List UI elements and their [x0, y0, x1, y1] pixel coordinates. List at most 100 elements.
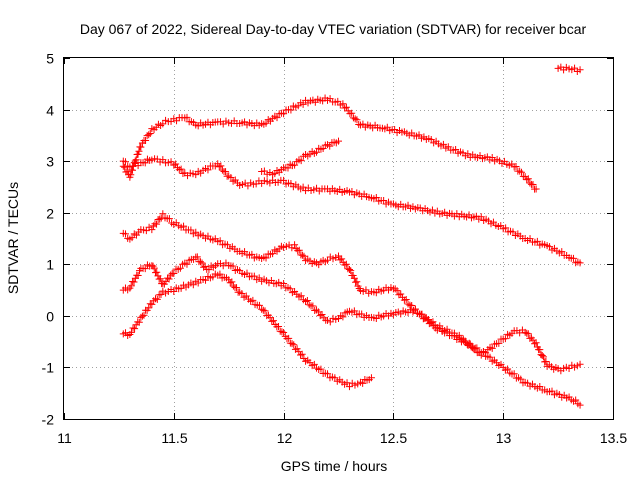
data-point — [146, 129, 154, 137]
data-point — [300, 252, 308, 260]
x-tick-label: 12.5 — [380, 430, 407, 446]
data-point — [501, 335, 509, 343]
data-point — [345, 265, 353, 273]
data-point — [395, 291, 403, 299]
x-tick-label: 13 — [496, 430, 512, 446]
data-point — [280, 110, 288, 118]
data-point — [170, 269, 178, 277]
data-point — [226, 279, 234, 287]
data-point — [524, 330, 532, 338]
data-point — [408, 302, 416, 310]
data-point — [339, 313, 347, 321]
data-point — [296, 351, 304, 359]
data-point — [502, 224, 510, 232]
data-point — [128, 234, 136, 242]
data-point — [275, 322, 283, 330]
data-point — [141, 265, 149, 273]
data-point — [176, 264, 184, 272]
data-point — [473, 344, 481, 352]
data-point — [402, 295, 410, 303]
y-tick-label: -1 — [42, 360, 55, 376]
data-point — [288, 340, 296, 348]
x-tick-label: 12 — [277, 430, 293, 446]
data-point — [299, 100, 307, 108]
data-point — [145, 304, 153, 312]
data-point — [229, 262, 237, 270]
data-point — [536, 346, 544, 354]
data-point — [135, 318, 143, 326]
data-point — [131, 325, 139, 333]
data-point — [172, 160, 180, 168]
data-point — [141, 159, 149, 167]
data-point — [223, 241, 231, 249]
data-point — [261, 307, 269, 315]
data-point — [524, 175, 532, 183]
data-point — [193, 253, 201, 261]
data-point — [455, 334, 463, 342]
data-point — [297, 292, 305, 300]
y-tick-label: 1 — [46, 257, 54, 273]
data-point — [258, 305, 266, 313]
grid-lines — [64, 58, 613, 419]
data-point — [353, 116, 361, 124]
data-point — [518, 168, 525, 176]
y-tick-label: 3 — [46, 154, 54, 170]
data-point — [341, 261, 349, 269]
data-point — [341, 104, 349, 112]
data-point — [269, 317, 277, 325]
data-point — [156, 215, 164, 223]
data-point — [121, 158, 129, 166]
data-point — [297, 157, 305, 165]
data-point — [351, 115, 359, 123]
data-point — [372, 193, 380, 201]
data-point — [314, 308, 322, 316]
x-axis-label: GPS time / hours — [281, 458, 388, 474]
data-point — [317, 365, 325, 373]
y-axis-label: SDTVAR / TECUs — [5, 182, 21, 294]
data-point — [486, 353, 494, 361]
data-point — [512, 163, 520, 171]
data-point — [477, 213, 485, 221]
data-point — [504, 365, 512, 373]
data-point — [331, 374, 339, 382]
data-point — [326, 142, 334, 150]
data-point — [222, 168, 230, 176]
data-point — [216, 237, 224, 245]
y-tick-label: 0 — [46, 309, 54, 325]
data-point — [509, 228, 517, 236]
data-point — [177, 165, 185, 173]
data-point — [343, 379, 351, 387]
data-point — [443, 328, 451, 336]
data-point — [137, 143, 145, 151]
data-point — [156, 275, 164, 283]
data-point — [309, 302, 317, 310]
data-point — [130, 278, 138, 286]
data-point — [170, 288, 178, 296]
data-point — [290, 341, 298, 349]
data-point — [533, 237, 541, 245]
data-point — [569, 254, 577, 262]
data-point — [452, 146, 460, 154]
plot-frame — [63, 57, 614, 420]
data-point — [450, 332, 458, 340]
data-point — [153, 220, 161, 228]
series-track-6 — [119, 270, 375, 391]
data-point — [391, 285, 399, 293]
data-point — [135, 147, 143, 155]
data-point — [140, 311, 148, 319]
data-point — [302, 297, 310, 305]
data-point — [287, 106, 295, 114]
data-point — [269, 250, 277, 258]
data-point — [352, 278, 360, 286]
data-point — [183, 260, 191, 268]
data-point — [335, 252, 342, 260]
series-track-7 — [554, 63, 584, 76]
data-point — [367, 374, 375, 382]
data-point — [286, 339, 294, 347]
data-point — [227, 173, 235, 181]
data-point — [532, 339, 540, 347]
data-point — [148, 226, 156, 234]
data-point — [280, 176, 288, 184]
y-tick-label: 2 — [46, 206, 54, 222]
